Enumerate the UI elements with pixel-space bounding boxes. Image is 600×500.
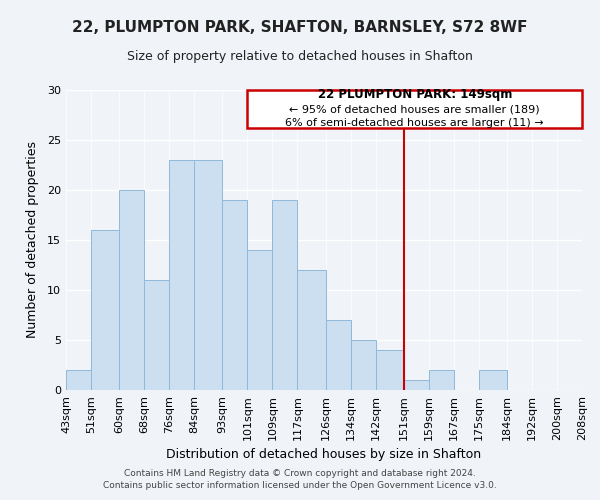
Bar — [66, 370, 91, 390]
Text: Size of property relative to detached houses in Shafton: Size of property relative to detached ho… — [127, 50, 473, 63]
Bar — [194, 160, 223, 390]
Bar — [144, 280, 169, 390]
Bar — [223, 200, 247, 390]
Text: ← 95% of detached houses are smaller (189): ← 95% of detached houses are smaller (18… — [289, 105, 540, 115]
Text: 22, PLUMPTON PARK, SHAFTON, BARNSLEY, S72 8WF: 22, PLUMPTON PARK, SHAFTON, BARNSLEY, S7… — [72, 20, 528, 35]
Text: 22 PLUMPTON PARK: 149sqm: 22 PLUMPTON PARK: 149sqm — [317, 88, 512, 102]
Bar — [429, 370, 454, 390]
Bar — [247, 250, 272, 390]
Bar — [479, 370, 507, 390]
FancyBboxPatch shape — [247, 90, 582, 128]
Bar — [91, 230, 119, 390]
Y-axis label: Number of detached properties: Number of detached properties — [26, 142, 38, 338]
Bar — [119, 190, 144, 390]
Text: 6% of semi-detached houses are larger (11) →: 6% of semi-detached houses are larger (1… — [286, 118, 544, 128]
Bar — [272, 200, 298, 390]
Bar — [298, 270, 326, 390]
X-axis label: Distribution of detached houses by size in Shafton: Distribution of detached houses by size … — [166, 448, 482, 461]
Bar — [169, 160, 194, 390]
Bar — [326, 320, 350, 390]
Bar — [376, 350, 404, 390]
Bar — [404, 380, 429, 390]
Text: Contains HM Land Registry data © Crown copyright and database right 2024.
Contai: Contains HM Land Registry data © Crown c… — [103, 468, 497, 490]
Bar — [350, 340, 376, 390]
